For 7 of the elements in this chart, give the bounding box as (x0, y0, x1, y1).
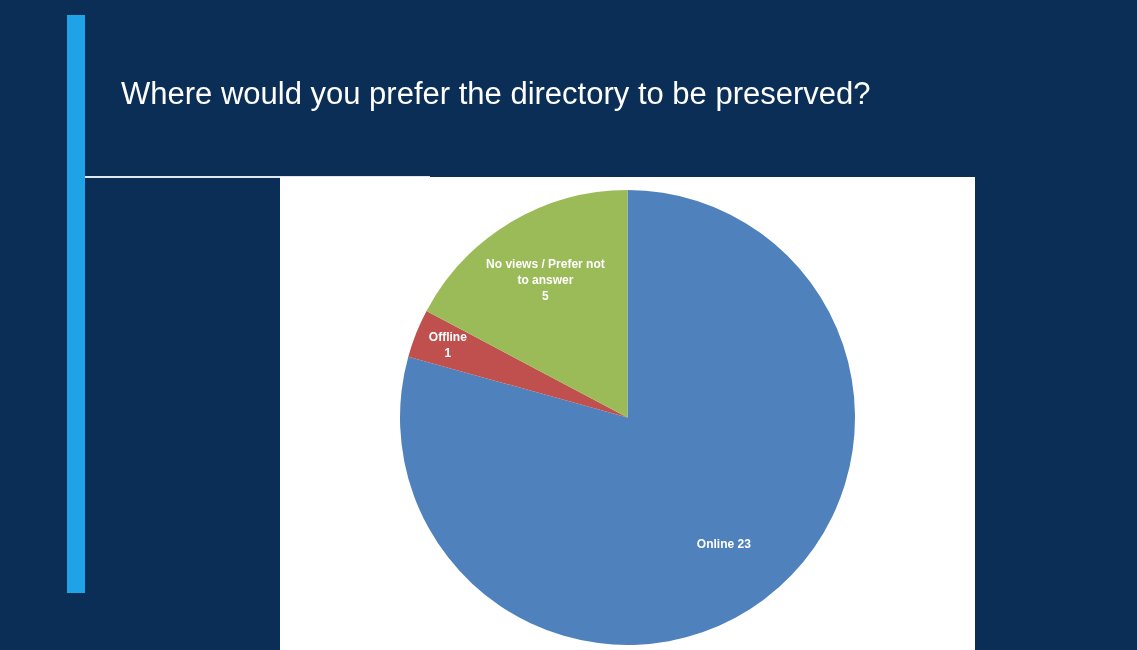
slice-label: Online (696, 536, 735, 551)
data-label: 5 (542, 289, 550, 304)
slice-label: Offline (428, 330, 468, 345)
chart-title: Where would you prefer the directory to be preserved? (121, 76, 871, 112)
data-label: 1 (444, 346, 452, 361)
slice-label: No views / Prefer not to answer (486, 257, 605, 288)
data-label: 23 (737, 536, 752, 551)
